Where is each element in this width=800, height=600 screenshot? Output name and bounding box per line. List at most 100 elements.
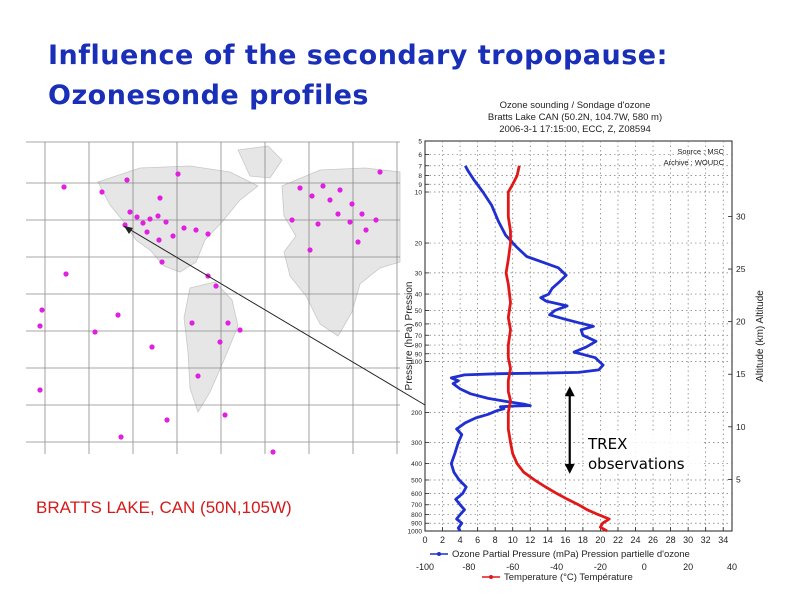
pressure-tick-label: 80: [415, 343, 423, 350]
station-marker: [134, 214, 140, 220]
station-marker: [297, 185, 303, 191]
ozone-tick-label: 6: [475, 535, 480, 545]
temperature-axis-label: Temperature (°C) Température: [504, 572, 633, 583]
pressure-tick-label: 7: [418, 163, 422, 170]
station-marker: [315, 221, 321, 227]
temperature-tick-label: -40: [550, 562, 563, 572]
ozone-tick-label: 14: [543, 535, 553, 545]
slide-title: Influence of the secondary tropopause: O…: [48, 36, 668, 116]
station-marker: [337, 187, 343, 193]
plot-frame: [424, 140, 733, 532]
station-marker: [156, 237, 162, 243]
pressure-tick-label: 600: [411, 491, 422, 498]
ozone-tick-label: 30: [683, 535, 693, 545]
station-marker: [270, 449, 276, 455]
station-marker: [335, 211, 341, 217]
trex-label-line2: observations: [588, 455, 685, 473]
station-marker: [181, 225, 187, 231]
pressure-tick-label: 20: [415, 241, 423, 248]
ozone-tick-labels: 0 2 4 6 8 10 12 14 16 18 20 22 24 26 28 30 32 34: [422, 527, 728, 545]
altitude-tick-label: 15: [736, 369, 746, 379]
land-greenland: [237, 145, 283, 179]
station-marker: [170, 233, 176, 239]
trex-label-line1: TREX: [587, 435, 627, 453]
station-label: BRATTS LAKE, CAN (50N,105W): [36, 498, 292, 517]
ozone-tick-label: 2: [440, 535, 445, 545]
station-marker: [127, 209, 133, 215]
ozone-tick-label: 32: [701, 535, 711, 545]
pressure-tick-label: 90: [415, 351, 423, 358]
station-marker: [359, 211, 365, 217]
station-marker: [157, 195, 163, 201]
altitude-tick-label: 20: [736, 317, 746, 327]
station-marker: [213, 283, 219, 289]
station-marker: [373, 217, 379, 223]
ozone-sounding-chart: Ozone sounding / Sondage d'ozone Bratts …: [404, 100, 766, 583]
station-marker: [155, 213, 161, 219]
station-marker: [164, 417, 170, 423]
temperature-axis-legend-marker: [489, 575, 493, 579]
trex-annotation: TREX observations: [564, 386, 702, 474]
slide-title-line1: Influence of the secondary tropopause:: [48, 40, 668, 71]
station-marker: [309, 193, 315, 199]
station-marker: [289, 217, 295, 223]
ozone-axis-legend-marker: [437, 552, 441, 556]
trex-arrow-head-top: [564, 386, 575, 397]
ozone-tick-label: 20: [595, 535, 605, 545]
station-marker: [363, 227, 369, 233]
map-grid: [26, 141, 400, 454]
pressure-tick-label: 10: [415, 190, 423, 197]
slide-title-line2: Ozonesonde profiles: [48, 80, 369, 111]
temperature-tick-label: 0: [642, 562, 647, 572]
station-marker: [61, 184, 67, 190]
chart-subtitle-date: 2006-3-1 17:15:00, ECC, Z, Z08594: [499, 124, 651, 135]
source-label: Source : MSC: [677, 147, 724, 156]
pressure-tick-label: 400: [411, 461, 422, 468]
ozone-tick-label: 10: [508, 535, 518, 545]
temperature-tick-label: 40: [727, 562, 737, 572]
pressure-tick-label: 60: [415, 321, 423, 328]
pressure-tick-label: 200: [411, 410, 422, 417]
ozone-profile-line: [449, 165, 605, 532]
series-layer: [449, 165, 611, 533]
station-marker: [217, 339, 223, 345]
pressure-tick-label: 800: [411, 512, 422, 519]
station-marker: [118, 434, 124, 440]
pressure-tick-label: 9: [418, 182, 422, 189]
world-map: [26, 141, 426, 455]
station-marker: [237, 327, 243, 333]
station-marker: [147, 216, 153, 222]
ozone-tick-label: 22: [613, 535, 623, 545]
altitude-tick-label: 10: [736, 422, 746, 432]
ozone-tick-label: 16: [560, 535, 570, 545]
station-marker: [225, 320, 231, 326]
station-marker: [307, 247, 313, 253]
station-marker: [327, 197, 333, 203]
station-marker: [140, 220, 146, 226]
pressure-tick-label: 1000: [408, 529, 423, 536]
station-marker: [99, 189, 105, 195]
chart-subtitle-station: Bratts Lake CAN (50.2N, 104.7W, 580 m): [488, 112, 662, 123]
pressure-tick-label: 700: [411, 502, 422, 509]
station-marker: [124, 177, 130, 183]
pressure-tick-label: 900: [411, 521, 422, 528]
temperature-tick-label: -100: [416, 562, 434, 572]
station-marker: [355, 239, 361, 245]
ozone-tick-label: 34: [718, 535, 728, 545]
altitude-tick-labels: 5 10 15 20 25 30: [728, 211, 746, 484]
ozone-tick-label: 26: [648, 535, 658, 545]
pressure-tick-label: 300: [411, 440, 422, 447]
station-marker: [222, 412, 228, 418]
altitude-axis-label: Altitude (km) Altitude: [755, 290, 766, 382]
trex-label-background: [584, 432, 702, 474]
pressure-tick-label: 6: [418, 152, 422, 159]
archive-label: Archive : WOUDC: [664, 158, 725, 167]
station-marker: [149, 344, 155, 350]
station-marker: [347, 219, 353, 225]
station-marker: [349, 201, 355, 207]
pressure-tick-label: 500: [411, 477, 422, 484]
trex-arrow-head-bottom: [564, 463, 575, 474]
altitude-tick-label: 30: [736, 211, 746, 221]
